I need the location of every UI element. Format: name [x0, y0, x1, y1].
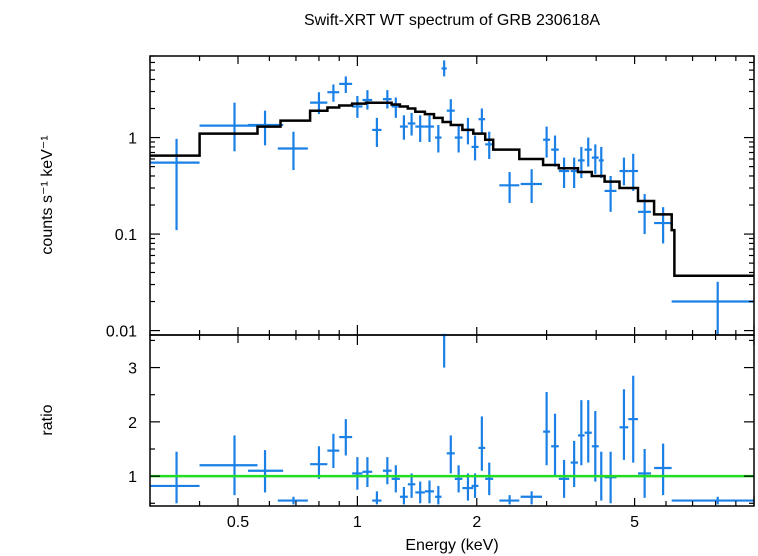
x-tick-label: 2 [472, 514, 481, 531]
y-tick-label: 0.1 [115, 227, 137, 244]
spectrum-point [551, 135, 559, 167]
spectrum-point [446, 99, 455, 124]
y-tick-label: 0.01 [106, 324, 137, 341]
bottom-panel: 0.5 1 2 5 1 2 3 ratio Energy (keV) [39, 333, 755, 554]
spectrum-point [362, 90, 373, 110]
ratio-point [399, 487, 408, 505]
ratio-point [638, 449, 652, 498]
ratio-point [248, 450, 284, 493]
ratio-point [441, 333, 447, 368]
spectrum-point [327, 84, 340, 102]
ratio-point [339, 419, 353, 456]
top-panel-frame [149, 55, 755, 336]
spectrum-point [499, 171, 520, 203]
ratio-point [671, 496, 754, 505]
bottom-axis-ticks: 0.5 1 2 5 1 2 3 [128, 335, 755, 531]
ratio-data-points [150, 333, 754, 505]
spectrum-point [415, 115, 425, 142]
chart-title: Swift-XRT WT spectrum of GRB 230618A [304, 12, 600, 29]
spectrum-point [399, 115, 408, 140]
spectrum-point [454, 124, 463, 153]
spectrum-point [382, 90, 392, 109]
x-tick-label: 0.5 [227, 514, 249, 531]
spectrum-point [654, 207, 672, 244]
ratio-point [619, 389, 629, 460]
ratio-point [478, 416, 486, 471]
ratio-point [382, 457, 392, 485]
ratio-point [654, 443, 672, 496]
ratio-point [327, 433, 340, 468]
spectrum-point [435, 124, 442, 153]
spectrum-point [520, 169, 542, 203]
x-axis-label: Energy (keV) [405, 537, 498, 554]
ratio-point [415, 481, 425, 504]
ratio-point [499, 495, 520, 505]
spectrum-point [598, 146, 604, 179]
spectrum-point [424, 115, 434, 142]
ratio-point [150, 451, 200, 504]
spectrum-data-points [150, 60, 754, 335]
ratio-point [543, 392, 551, 466]
ratio-point [352, 457, 363, 490]
x-tick-label: 1 [353, 514, 362, 531]
top-y-axis-label: counts s⁻¹ keV⁻¹ [39, 135, 56, 254]
spectrum-point [558, 157, 570, 189]
spectrum-point [248, 110, 284, 146]
ratio-point [435, 485, 442, 505]
ratio-point [362, 457, 373, 487]
ratio-point [446, 435, 455, 474]
ratio-point [570, 440, 579, 487]
spectrum-point [441, 60, 447, 77]
bottom-y-axis-label: ratio [39, 404, 56, 435]
ratio-point [372, 491, 382, 505]
spectrum-point [471, 135, 479, 161]
spectrum-point [199, 102, 258, 152]
spectrum-point [352, 95, 363, 118]
ratio-point [628, 375, 639, 463]
spectrum-point [391, 97, 400, 118]
ratio-point [551, 413, 559, 477]
ratio-point [591, 411, 599, 482]
ratio-point [584, 400, 592, 463]
model-step-curve [150, 101, 754, 277]
ratio-point [520, 491, 542, 505]
ratio-point [310, 446, 328, 479]
top-panel: 0.01 0.1 1 counts s⁻¹ keV⁻¹ [39, 55, 755, 341]
spectrum-point [619, 157, 629, 186]
spectrum-point [578, 146, 585, 179]
ratio-point [424, 480, 434, 504]
y-tick-label: 1 [128, 131, 137, 148]
ratio-point [277, 496, 308, 505]
spectrum-point [339, 76, 353, 93]
spectrum-point [478, 108, 486, 134]
ratio-point [558, 459, 570, 498]
ratio-point [391, 465, 400, 493]
spectrum-point [584, 137, 592, 167]
spectrum-point [543, 126, 551, 158]
spectrum-point [485, 131, 494, 159]
ratio-point [454, 465, 463, 493]
spectrum-point [591, 144, 599, 174]
spectrum-point [671, 281, 754, 335]
spectrum-point [277, 131, 308, 171]
top-axis-ticks: 0.01 0.1 1 [106, 55, 755, 341]
y-tick-label: 2 [128, 415, 137, 432]
spectrum-point [150, 138, 200, 231]
ratio-point [578, 400, 585, 466]
bottom-panel-frame [149, 334, 755, 507]
ratio-point [485, 462, 494, 496]
y-tick-label: 3 [128, 361, 137, 378]
ratio-point [462, 473, 474, 501]
spectrum-point [407, 112, 416, 136]
model-line [150, 101, 754, 277]
x-tick-label: 5 [630, 514, 639, 531]
ratio-point [407, 473, 416, 498]
ratio-point [199, 435, 258, 496]
spectrum-point [628, 153, 639, 191]
ratio-point [604, 451, 617, 504]
spectrum-point [372, 117, 382, 147]
y-tick-label: 1 [128, 469, 137, 486]
ratio-point [471, 473, 479, 498]
